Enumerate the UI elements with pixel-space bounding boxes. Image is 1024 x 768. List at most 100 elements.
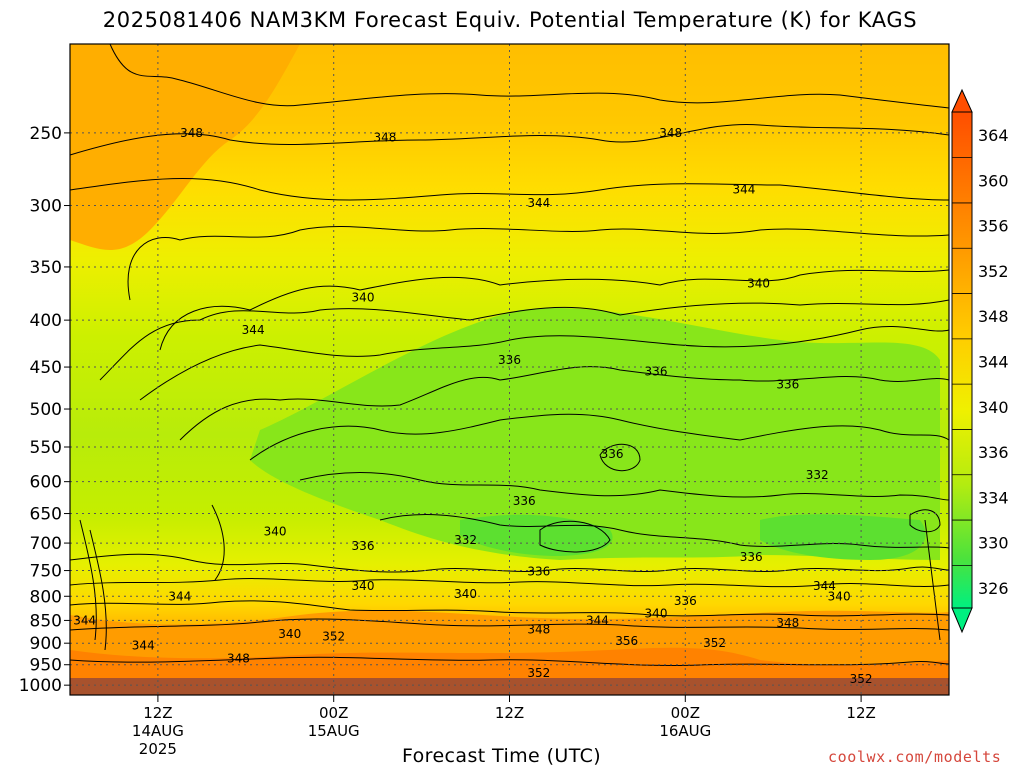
contour-label: 340	[454, 587, 477, 601]
contour-label: 340	[747, 277, 770, 291]
contour-line	[69, 618, 950, 631]
contour-label: 348	[776, 616, 799, 630]
contour-line	[139, 326, 950, 401]
contour-label: 344	[732, 182, 755, 196]
y-axis: 250 300 350 400 450 500 550 600 650 700 750 800 850 9…	[19, 124, 70, 696]
x-tick-date: 15AUG	[308, 722, 360, 740]
contour-line	[249, 413, 950, 461]
contour-line	[127, 226, 950, 301]
contour-line	[211, 504, 225, 581]
y-tick-label: 500	[30, 400, 62, 420]
contour-label: 344	[527, 196, 550, 210]
contour-label: 336	[498, 353, 521, 367]
contour-label: 344	[73, 613, 96, 627]
contour-label: 336	[674, 594, 697, 608]
contour-line	[179, 366, 950, 441]
contour-line	[924, 519, 941, 641]
y-tick-label: 550	[30, 438, 62, 458]
contour-line	[69, 578, 950, 588]
contour-label: 336	[527, 565, 550, 579]
x-tick-label: 00Z	[671, 704, 700, 722]
contour-label: 344	[132, 638, 155, 652]
contour-line	[69, 177, 950, 201]
contour-line	[89, 529, 107, 651]
y-tick-label: 750	[30, 562, 62, 582]
x-tick-label: 12Z	[143, 704, 172, 722]
x-tick-date: 14AUG	[132, 722, 184, 740]
contour-label: 336	[645, 364, 668, 378]
contour-label: 332	[454, 533, 477, 547]
colorbar-label: 344	[978, 353, 1009, 372]
x-axis-title: Forecast Time (UTC)	[402, 745, 602, 767]
contour-label: 336	[776, 377, 799, 391]
x-tick-year: 2025	[139, 740, 177, 758]
contour-label: 340	[352, 579, 375, 593]
colorbar-label: 330	[978, 534, 1009, 553]
y-tick-label: 600	[30, 473, 62, 493]
contour-label: 340	[645, 606, 668, 620]
contour-line	[379, 514, 950, 549]
contour-line	[79, 519, 97, 641]
contour-label: 348	[374, 131, 397, 145]
colorbar-label: 340	[978, 398, 1009, 417]
contour-line	[599, 443, 641, 472]
contour-label: 336	[513, 494, 536, 508]
colorbar-label: 352	[978, 262, 1009, 281]
contour-label: 336	[601, 447, 624, 461]
colorbar-ramp	[951, 111, 973, 609]
y-tick-label: 800	[30, 587, 62, 607]
contour-line	[109, 43, 950, 109]
contour-label: 344	[813, 579, 836, 593]
colorbar-label: 336	[978, 443, 1009, 462]
contour-label: 348	[527, 623, 550, 637]
contour-label: 340	[828, 589, 851, 603]
contour-labels: 348 348 3483443443403403443363363363363323…	[73, 126, 872, 686]
contour-label: 352	[850, 672, 873, 686]
colorbar-label: 356	[978, 217, 1009, 236]
contour-label: 344	[586, 613, 609, 627]
contour-label: 356	[615, 634, 638, 648]
y-tick-label: 950	[30, 656, 62, 676]
colorbar-label: 326	[978, 579, 1009, 598]
contour-label: 344	[168, 589, 191, 603]
chart-title: 2025081406 NAM3KM Forecast Equiv. Potent…	[102, 8, 918, 32]
y-tick-label: 450	[30, 358, 62, 378]
contour-label: 336	[352, 539, 375, 553]
x-tick-label: 12Z	[846, 704, 875, 722]
contour-label: 344	[242, 323, 265, 337]
contour-label: 348	[227, 651, 250, 665]
contour-line	[159, 269, 950, 351]
field-upper-pocket	[70, 44, 300, 250]
contour-label: 332	[806, 468, 829, 482]
grid-lines	[70, 44, 949, 695]
x-tick-date: 16AUG	[659, 722, 711, 740]
credit-link[interactable]: coolwx.com/modelts	[828, 748, 1002, 766]
contour-line	[99, 299, 950, 381]
contour-label: 352	[322, 629, 345, 643]
contour-label: 340	[278, 627, 301, 641]
contour-label: 348	[180, 126, 203, 140]
contour-label: 348	[659, 126, 682, 140]
y-tick-label: 700	[30, 534, 62, 554]
contour-line	[69, 123, 950, 156]
contour-label: 340	[352, 291, 375, 305]
contour-line	[909, 509, 941, 533]
contour-line	[69, 656, 950, 667]
colorbar-top-arrow	[951, 88, 973, 113]
y-tick-label: 650	[30, 505, 62, 525]
y-tick-label: 400	[30, 311, 62, 331]
colorbar-bottom-arrow	[951, 607, 973, 634]
contour-label: 352	[527, 666, 550, 680]
contour-label: 336	[740, 550, 763, 564]
y-tick-label: 350	[30, 258, 62, 278]
x-tick-label: 12Z	[495, 704, 524, 722]
field-green-deep-2	[760, 514, 926, 560]
field-green-core	[250, 307, 940, 560]
colorbar-label: 348	[978, 307, 1009, 326]
colorbar: 364 360 356 352 348 344 340 336 334 330 326	[951, 88, 1009, 634]
colorbar-label: 334	[978, 488, 1009, 507]
y-tick-label: 1000	[19, 676, 62, 696]
contour-line	[299, 472, 950, 501]
